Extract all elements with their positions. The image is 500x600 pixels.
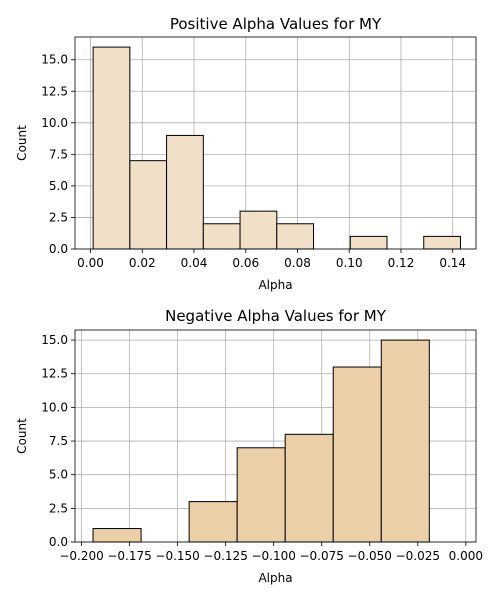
x-tick-label: −0.125 <box>203 549 247 563</box>
x-axis-label: Alpha <box>258 571 292 585</box>
x-tick-label: 0.06 <box>232 256 259 270</box>
x-tick-label: −0.150 <box>155 549 199 563</box>
x-tick-label: 0.10 <box>336 256 363 270</box>
y-tick-label: 7.5 <box>49 147 68 161</box>
x-axis-label: Alpha <box>258 278 292 292</box>
histogram-bar <box>129 160 168 250</box>
chart-title: Negative Alpha Values for MY <box>165 307 387 325</box>
y-axis-label: Count <box>15 125 29 161</box>
y-tick-label: 12.5 <box>41 367 68 381</box>
histogram-bar <box>239 210 278 250</box>
x-tick-label: 0.02 <box>129 256 156 270</box>
histogram-bar <box>202 223 241 250</box>
y-tick-label: 12.5 <box>41 84 68 98</box>
y-tick-label: 10.0 <box>41 400 68 414</box>
histogram-bar <box>92 528 142 543</box>
y-tick-label: 10.0 <box>41 116 68 130</box>
y-tick-label: 7.5 <box>49 434 68 448</box>
x-tick-label: 0.14 <box>439 256 466 270</box>
y-tick-label: 0.0 <box>49 535 68 549</box>
histogram-bar <box>276 223 315 250</box>
histogram-bar <box>349 235 388 250</box>
x-tick-label: −0.075 <box>299 549 343 563</box>
histogram-bar <box>166 134 204 250</box>
plot-area: 0.0 2.5 5.0 7.5 10.0 12.5 15.0 −0.200 −0.175 −0.1… <box>41 329 483 563</box>
histogram-bar <box>236 447 286 543</box>
x-tick-label: −0.050 <box>348 549 392 563</box>
axes-frame <box>74 36 477 250</box>
y-tick-label: 15.0 <box>41 333 68 347</box>
x-tick-label: −0.175 <box>107 549 151 563</box>
x-tick-label: 0.04 <box>181 256 208 270</box>
x-tick-label: 0.08 <box>284 256 311 270</box>
histogram-bar <box>423 235 461 250</box>
x-tick-label: 0.00 <box>77 256 104 270</box>
axes-frame <box>74 329 477 543</box>
negative-alpha-histogram: Negative Alpha Values for MY 0.0 2.5 5.0 7.… <box>15 307 483 585</box>
y-tick-label: 2.5 <box>49 501 68 515</box>
chart-title: Positive Alpha Values for MY <box>170 15 382 33</box>
x-tick-label: −0.100 <box>251 549 295 563</box>
y-tick-label: 2.5 <box>49 210 68 224</box>
histogram-bar <box>188 501 238 543</box>
x-tick-label: −0.200 <box>59 549 103 563</box>
y-tick-label: 5.0 <box>49 468 68 482</box>
positive-alpha-histogram: Positive Alpha Values for MY 0.0 2.5 5.0 7.… <box>15 15 477 292</box>
histogram-bar <box>284 433 334 543</box>
histogram-bar <box>332 366 382 543</box>
histogram-bar <box>92 46 131 250</box>
y-tick-label: 5.0 <box>49 179 68 193</box>
y-tick-label: 15.0 <box>41 53 68 67</box>
x-tick-label: −0.025 <box>396 549 440 563</box>
histogram-bar <box>380 339 430 543</box>
x-tick-label: 0.000 <box>449 549 483 563</box>
plot-area: 0.0 2.5 5.0 7.5 10.0 12.5 15.0 0.00 0.02 0.04 0.06… <box>41 36 477 270</box>
y-axis-label: Count <box>15 418 29 454</box>
y-tick-label: 0.0 <box>49 242 68 256</box>
x-tick-label: 0.12 <box>388 256 415 270</box>
